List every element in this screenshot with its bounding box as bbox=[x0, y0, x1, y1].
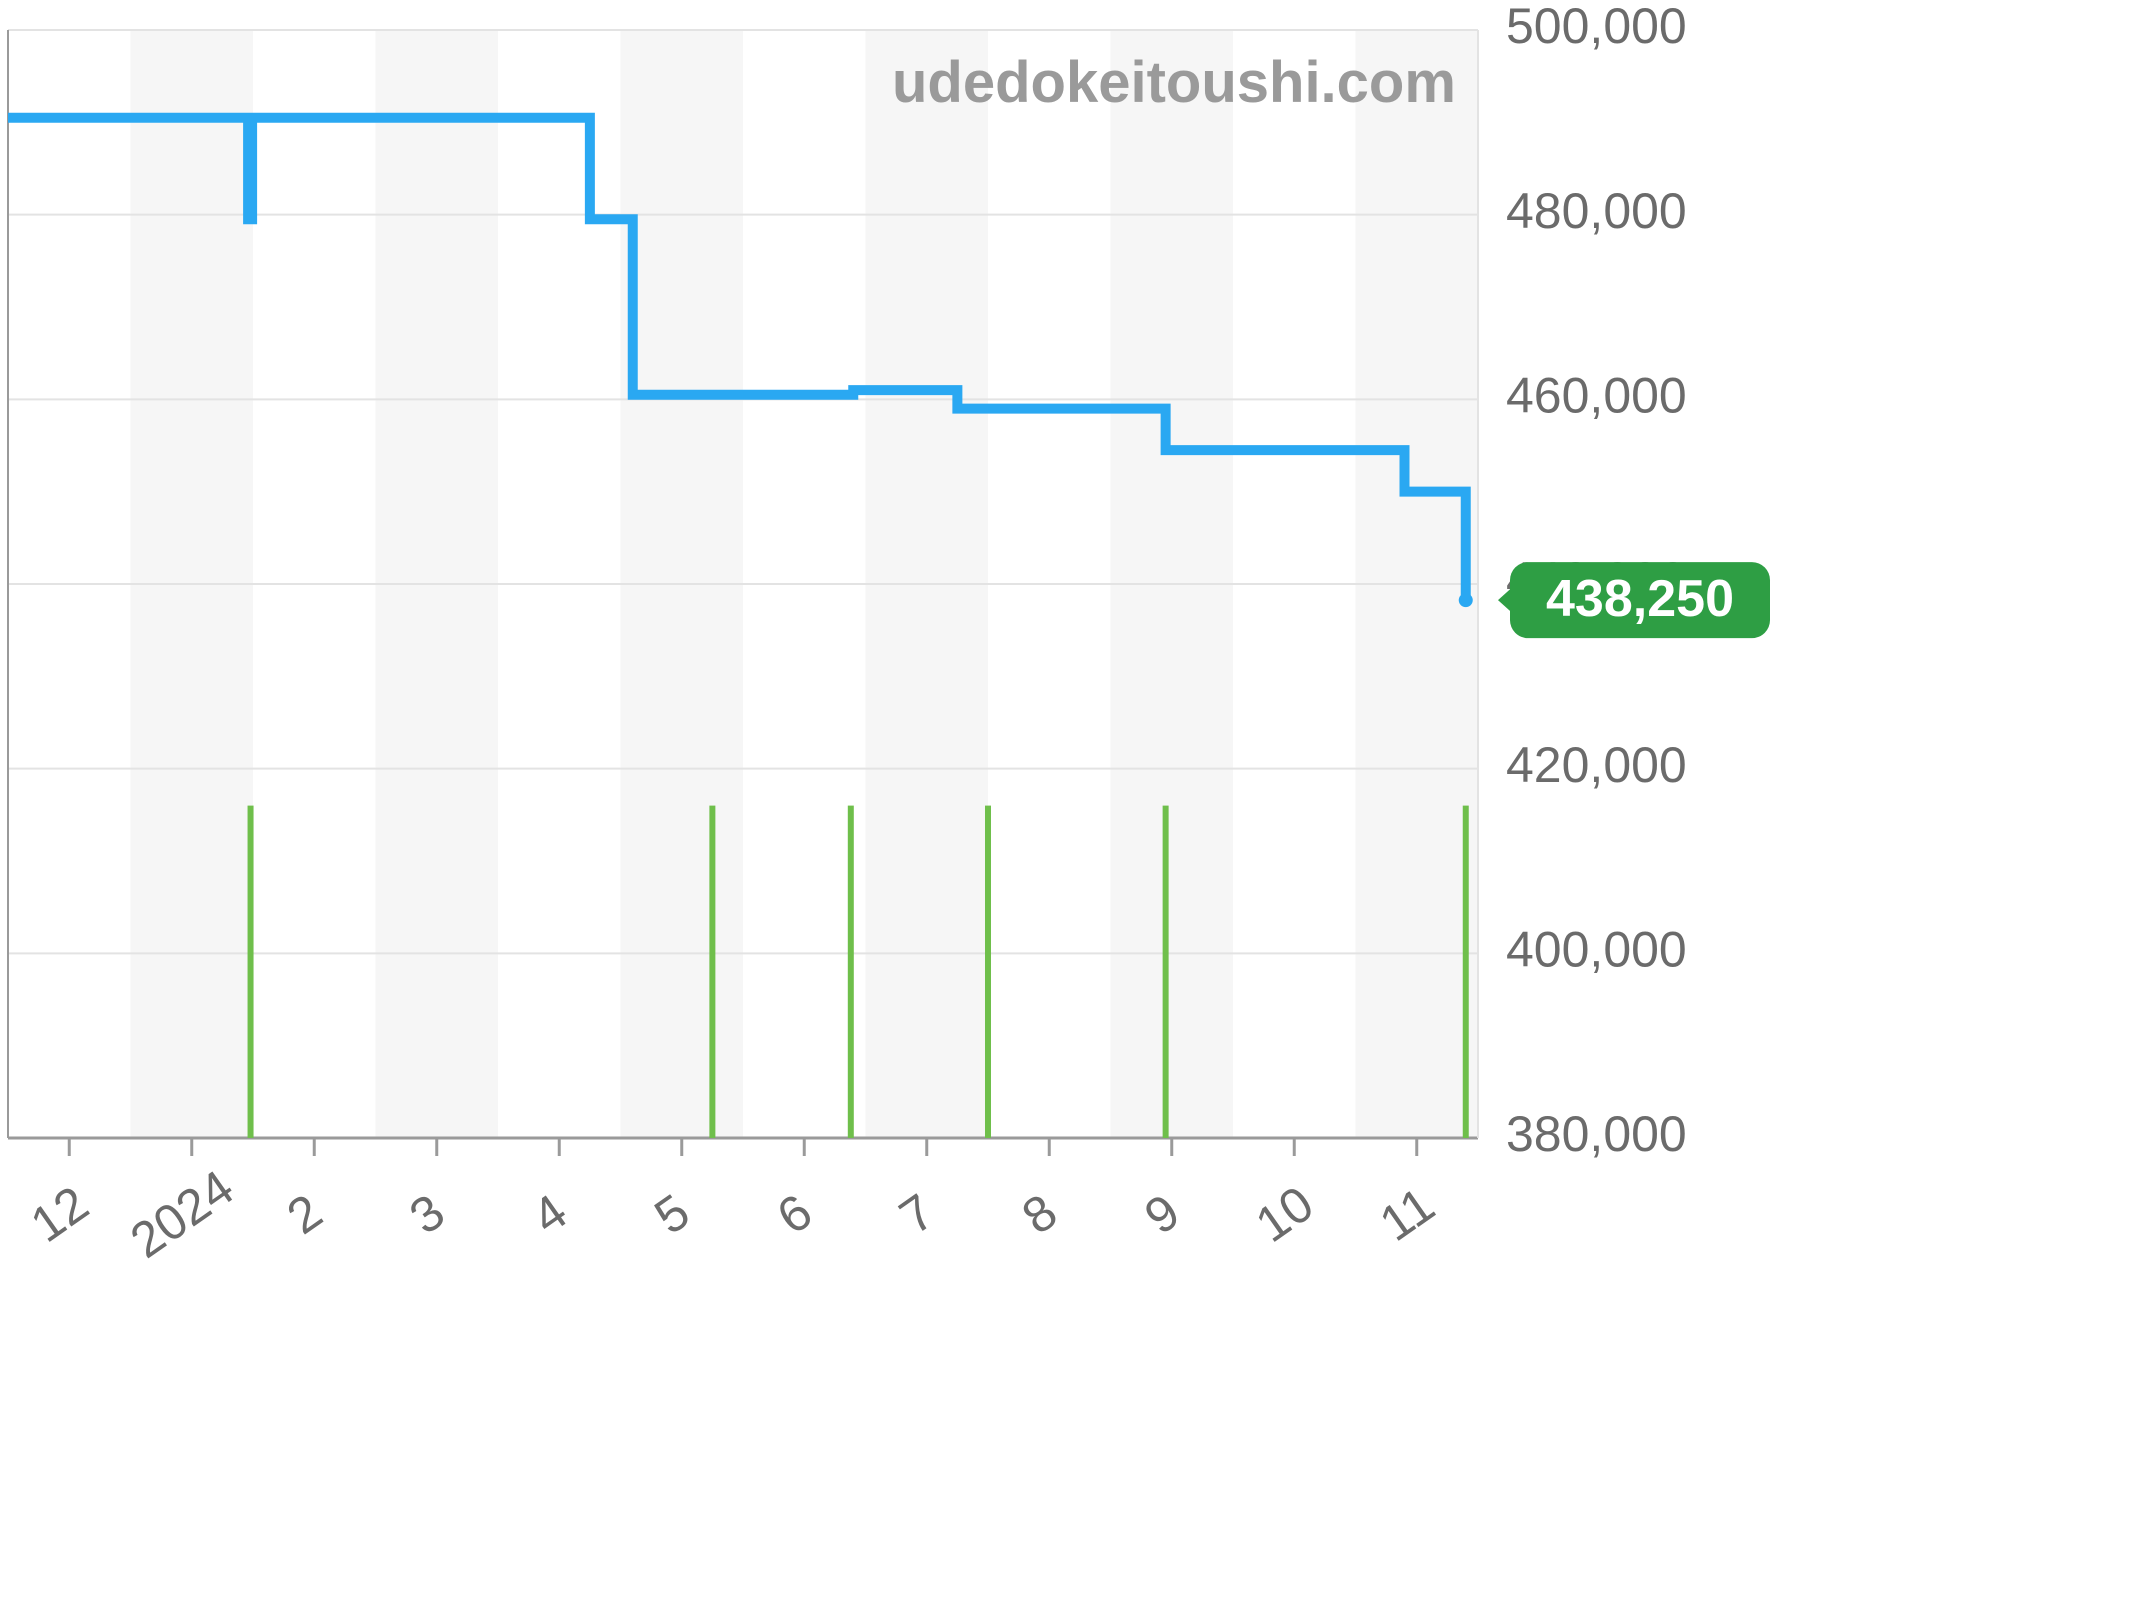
volume-bar bbox=[709, 806, 715, 1138]
volume-bar bbox=[848, 806, 854, 1138]
volume-bar bbox=[1163, 806, 1169, 1138]
y-tick-label: 480,000 bbox=[1506, 183, 1687, 239]
y-tick-label: 420,000 bbox=[1506, 737, 1687, 793]
current-value-label: 438,250 bbox=[1546, 570, 1734, 628]
y-tick-label: 400,000 bbox=[1506, 922, 1687, 978]
y-tick-label: 500,000 bbox=[1506, 0, 1687, 54]
y-tick-label: 460,000 bbox=[1506, 368, 1687, 424]
price-chart: 380,000400,000420,000440,000460,000480,0… bbox=[0, 0, 2144, 1600]
end-marker bbox=[1459, 593, 1473, 607]
chart-bg bbox=[0, 0, 2144, 1600]
volume-bar bbox=[1463, 806, 1469, 1138]
volume-bar bbox=[985, 806, 991, 1138]
volume-bar bbox=[248, 806, 254, 1138]
y-tick-label: 380,000 bbox=[1506, 1106, 1687, 1162]
chart-svg: 380,000400,000420,000440,000460,000480,0… bbox=[0, 0, 2144, 1600]
watermark-text: udedokeitoushi.com bbox=[892, 50, 1456, 115]
